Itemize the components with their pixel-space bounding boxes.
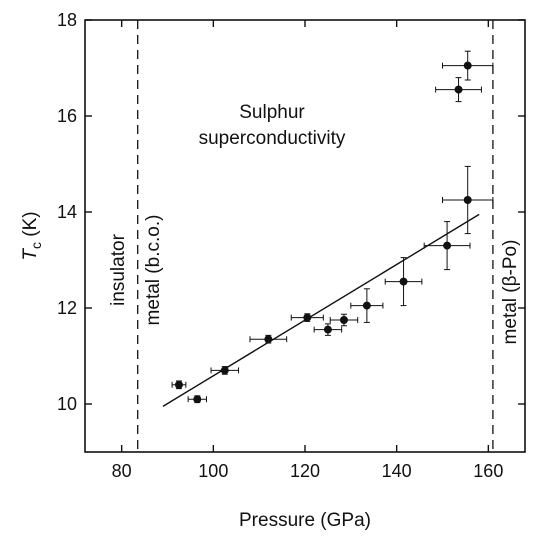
data-marker <box>264 335 273 344</box>
fit-line-group <box>162 213 480 407</box>
data-point-0 <box>171 380 187 390</box>
y-axis-label-unit: (K) <box>20 211 41 242</box>
data-marker <box>174 380 183 389</box>
y-tick-label-10: 10 <box>57 394 77 414</box>
data-marker <box>303 313 312 322</box>
data-point-9 <box>423 221 471 271</box>
data-points <box>171 50 494 404</box>
data-marker <box>463 196 472 204</box>
data-point-7 <box>350 288 384 323</box>
data-point-1 <box>187 395 207 404</box>
data-marker <box>443 241 452 250</box>
data-marker <box>454 85 463 94</box>
data-point-4 <box>290 313 324 322</box>
data-point-12 <box>442 50 494 81</box>
x-tick-label-120: 120 <box>290 461 320 481</box>
annotation-line-2: superconductivity <box>199 128 346 149</box>
data-point-3 <box>249 334 288 344</box>
y-tick-label-12: 12 <box>57 298 77 318</box>
data-point-5 <box>313 323 343 336</box>
y-axis-label: Tc (K) <box>20 211 44 260</box>
x-tick-label-80: 80 <box>112 461 132 481</box>
x-tick-label-100: 100 <box>198 461 228 481</box>
data-marker <box>220 366 229 375</box>
data-point-10 <box>442 165 494 235</box>
annotation-line-1: Sulphur <box>239 102 305 123</box>
x-axis-label: Pressure (GPa) <box>239 510 371 531</box>
region-label-metal-beta-po: metal (β-Po) <box>500 240 521 345</box>
region-label-metal-bco: metal (b.c.o.) <box>143 215 164 326</box>
data-marker <box>399 277 408 286</box>
data-point-6 <box>329 313 359 327</box>
x-tick-label-140: 140 <box>382 461 412 481</box>
region-label-insulator: insulator <box>108 233 129 305</box>
x-tick-label-160: 160 <box>473 461 503 481</box>
fit-line <box>162 213 480 407</box>
phase-boundaries <box>137 20 494 452</box>
data-marker <box>463 61 472 70</box>
data-point-8 <box>384 257 423 307</box>
y-tick-label-14: 14 <box>57 202 77 222</box>
data-marker <box>193 395 202 404</box>
y-tick-label-16: 16 <box>57 106 77 126</box>
data-point-2 <box>210 366 240 375</box>
data-marker <box>339 316 348 324</box>
y-tick-label-18: 18 <box>57 10 77 30</box>
data-point-11 <box>435 77 482 103</box>
y-axis-label-subscript: c <box>28 242 44 249</box>
data-marker <box>323 325 332 334</box>
y-axis-label-main: T <box>20 248 41 261</box>
data-marker <box>362 301 371 310</box>
axis-ticks: 80 100 120 140 160 10 12 14 16 18 <box>57 10 525 481</box>
